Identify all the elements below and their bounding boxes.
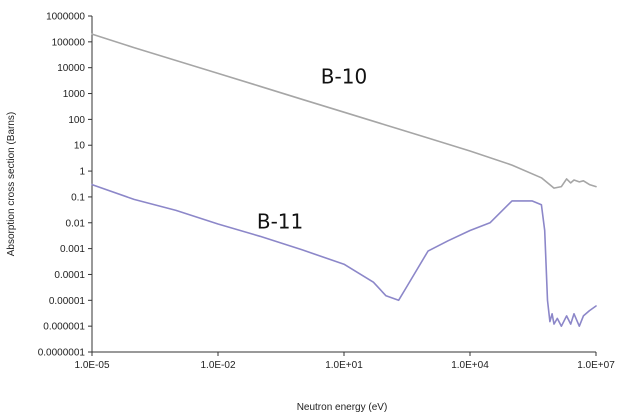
- series-layer: [91, 33, 597, 328]
- x-tick-label: 1.0E-02: [200, 360, 235, 371]
- x-tick-label: 1.0E+01: [325, 360, 363, 371]
- y-tick-label: 10: [74, 141, 86, 152]
- y-tick-label: 0.1: [71, 192, 85, 203]
- annotation-b-10: B-10: [321, 64, 367, 88]
- y-tick-label: 1000: [63, 89, 86, 100]
- x-tick-label: 1.0E-05: [74, 360, 109, 371]
- y-tick-label: 0.01: [66, 218, 86, 229]
- y-tick-label: 1000000: [46, 12, 85, 23]
- series-line-b-10: [91, 33, 597, 189]
- x-tick-label: 1.0E+07: [577, 360, 615, 371]
- y-tick-label: 0.001: [60, 244, 85, 255]
- x-tick-label: 1.0E+04: [451, 360, 489, 371]
- x-axis-label: Neutron energy (eV): [297, 402, 388, 413]
- y-tick-label: 0.000001: [43, 322, 85, 333]
- y-tick-label: 10000: [57, 63, 85, 74]
- series-line-b-11: [91, 183, 597, 328]
- x-axis: 1.0E-05 1.0E-02 1.0E+01 1.0E+04 1.0E+07: [74, 352, 615, 371]
- annotation-layer: B-10 B-11: [257, 64, 367, 233]
- y-axis-label: Absorption cross section (Barns): [6, 112, 17, 257]
- y-tick-label: 100000: [52, 37, 86, 48]
- annotation-b-11: B-11: [257, 210, 303, 234]
- y-tick-label: 0.0000001: [38, 348, 86, 359]
- y-tick-label: 1: [79, 167, 85, 178]
- y-tick-label: 0.00001: [49, 296, 86, 307]
- y-axis: 1000000 100000 10000 1000 100 10 1 0.1 0.01 0.001…: [38, 12, 92, 359]
- y-tick-label: 100: [68, 115, 85, 126]
- y-tick-label: 0.0001: [54, 270, 85, 281]
